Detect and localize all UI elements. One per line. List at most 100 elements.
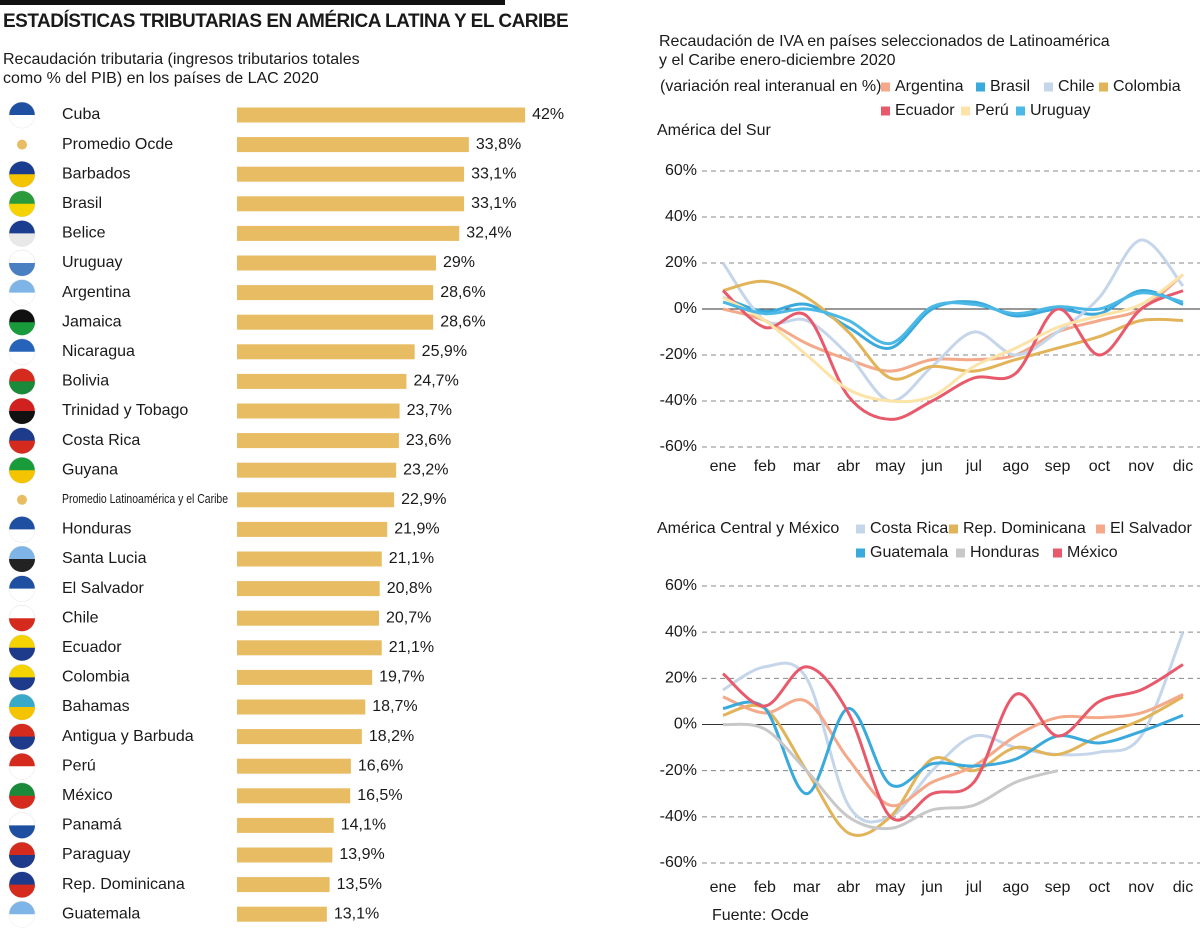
legend-label: Rep. Dominicana <box>963 520 1086 537</box>
legend-label: Costa Rica <box>870 520 948 537</box>
panel-label: América Central y México <box>657 520 839 537</box>
legend-swatch <box>949 524 958 534</box>
x-tick-label: jun <box>920 458 942 475</box>
legend-swatch <box>881 106 890 116</box>
category-label: Uruguay <box>62 254 122 271</box>
x-tick-label: oct <box>1089 458 1111 475</box>
bar <box>237 403 400 419</box>
y-tick-label: 60% <box>665 162 697 179</box>
flag <box>9 884 35 898</box>
series-line <box>722 695 1184 837</box>
value-label: 29% <box>443 254 475 271</box>
value-label: 23,6% <box>406 432 451 449</box>
flag <box>9 677 35 691</box>
x-tick-label: abr <box>837 879 861 896</box>
category-label: Brasil <box>62 195 102 212</box>
legend-swatch <box>856 548 865 558</box>
flag <box>9 440 35 454</box>
y-tick-label: -60% <box>660 854 697 871</box>
legend-swatch <box>1099 82 1108 92</box>
legend-label: Perú <box>975 102 1009 119</box>
x-tick-label: sep <box>1045 458 1071 475</box>
category-label: Promedio Ocde <box>62 136 173 153</box>
bar <box>237 906 327 922</box>
bar <box>237 610 380 626</box>
bar <box>237 285 434 301</box>
y-tick-label: -60% <box>660 438 697 455</box>
x-tick-label: jun <box>920 879 942 896</box>
series-line <box>722 279 1184 381</box>
category-label: Argentina <box>62 284 131 301</box>
value-label: 19,7% <box>379 669 424 686</box>
bar <box>237 817 334 833</box>
legend-swatch <box>856 524 865 534</box>
y-tick-label: 60% <box>665 577 697 594</box>
flag <box>9 529 35 543</box>
value-label: 13,1% <box>334 905 379 922</box>
legend-label: Chile <box>1058 78 1095 95</box>
legend-label: Ecuador <box>895 102 955 119</box>
bar <box>237 877 330 893</box>
value-label: 18,7% <box>372 698 417 715</box>
value-label: 33,1% <box>471 195 516 212</box>
flag <box>9 292 35 306</box>
bar <box>237 640 382 656</box>
category-label: Guyana <box>62 461 118 478</box>
series-line <box>722 722 1058 831</box>
y-tick-label: 0% <box>674 716 697 733</box>
x-tick-label: nov <box>1128 879 1154 896</box>
flag <box>9 736 35 750</box>
bar <box>237 521 388 537</box>
value-label: 21,1% <box>389 639 434 656</box>
legend-label: El Salvador <box>1110 520 1192 537</box>
category-label: Cuba <box>62 106 100 123</box>
category-label: Bahamas <box>62 698 130 715</box>
flag <box>9 203 35 217</box>
legend-label: Argentina <box>895 78 964 95</box>
y-tick-label: -20% <box>660 346 697 363</box>
value-label: 23,7% <box>407 402 452 419</box>
bar <box>237 433 399 449</box>
bar <box>237 373 407 389</box>
x-tick-label: jul <box>965 458 982 475</box>
bar <box>237 255 436 271</box>
value-label: 23,2% <box>403 461 448 478</box>
y-tick-label: 20% <box>665 254 697 271</box>
flag <box>9 825 35 839</box>
category-label: Trinidad y Tobago <box>62 402 188 419</box>
x-tick-label: ene <box>710 879 737 896</box>
x-tick-label: may <box>875 879 905 896</box>
category-label: Colombia <box>62 669 130 686</box>
flag <box>9 381 35 395</box>
x-tick-label: ago <box>1002 458 1029 475</box>
y-tick-label: -40% <box>660 392 697 409</box>
subtitle: (variación real interanual en %) <box>660 78 881 95</box>
flag <box>9 233 35 247</box>
bar <box>237 225 460 241</box>
legend-swatch <box>1044 82 1053 92</box>
bar <box>237 758 351 774</box>
flag <box>9 914 35 928</box>
legend-label: Guatemala <box>870 544 948 561</box>
marker-dot <box>17 494 27 505</box>
flag <box>9 351 35 365</box>
value-label: 16,5% <box>357 787 402 804</box>
legend-swatch <box>1096 524 1105 534</box>
bar <box>237 196 465 212</box>
value-label: 20,7% <box>386 609 431 626</box>
legend-swatch <box>956 548 965 558</box>
category-label: El Salvador <box>62 580 144 597</box>
flag <box>9 855 35 868</box>
series-line <box>722 663 1184 822</box>
panel-label: América del Sur <box>657 122 771 139</box>
value-label: 13,5% <box>337 876 382 893</box>
bar-chart-title: Recaudación tributaria (ingresos tributa… <box>3 51 360 87</box>
bar <box>237 492 395 508</box>
legend-swatch <box>976 82 985 92</box>
y-tick-label: 20% <box>665 670 697 687</box>
bar <box>237 669 373 685</box>
legend-swatch <box>881 82 890 92</box>
line-chart-title: Recaudación de IVA en países seleccionad… <box>659 33 1110 69</box>
series-line <box>722 631 1185 824</box>
bar <box>237 314 434 330</box>
